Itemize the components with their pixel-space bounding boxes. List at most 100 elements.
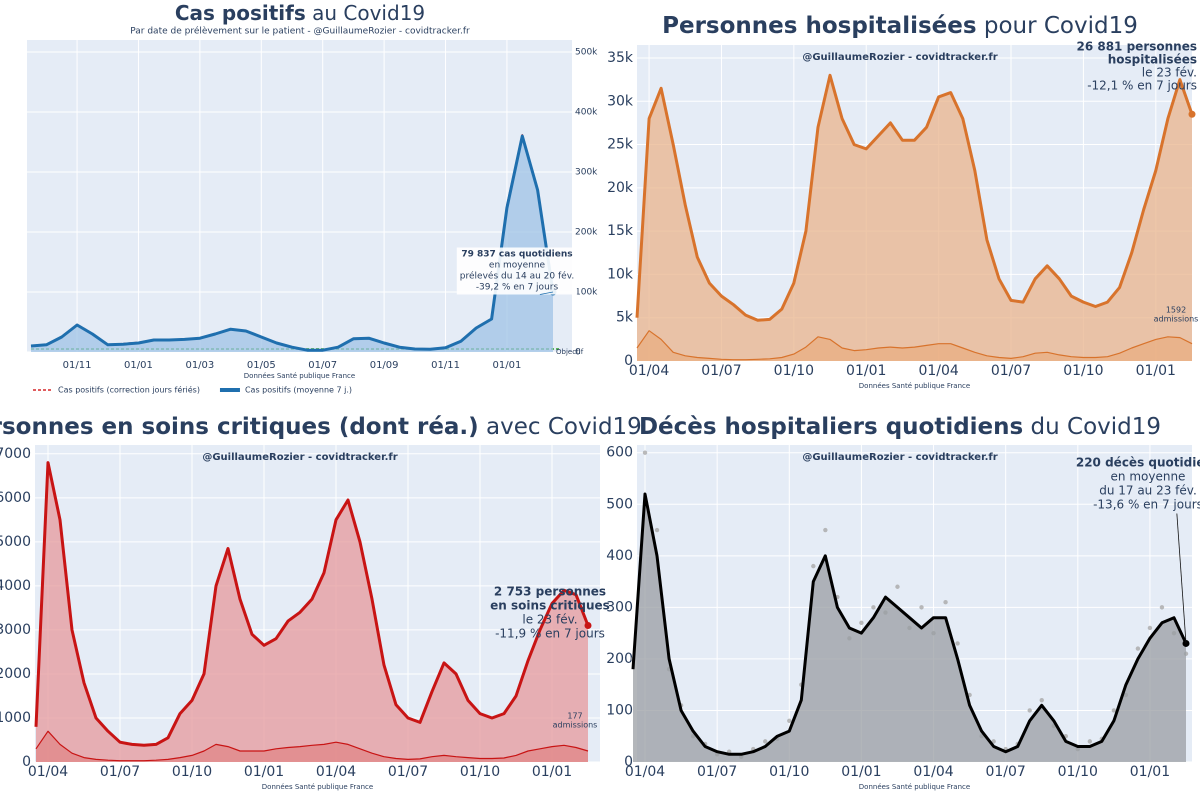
y-tick-label: 0 (624, 353, 633, 369)
series-line (635, 73, 1194, 322)
dot (642, 450, 648, 455)
title-normal: pour Covid19 (984, 13, 1138, 39)
small-annotation: 1592 (1166, 306, 1186, 315)
x-tick-label: 01/10 (172, 764, 212, 780)
y-tick-label: 1000 (0, 710, 31, 726)
title-bold: Décès hospitaliers quotidiens (639, 414, 1023, 440)
title-bold: Personnes en soins critiques (dont réa.) (0, 414, 479, 440)
title-normal: du Covid19 (1031, 414, 1162, 440)
dot (1111, 708, 1117, 713)
x-tick-label: 01/01 (1136, 363, 1176, 379)
dot (763, 739, 768, 744)
x-tick-label: 01/10 (460, 764, 500, 780)
y-tick-label: 500 (606, 496, 633, 512)
annotation-line: en moyenne (1111, 470, 1186, 484)
chart-panel: Personnes hospitalisées pour Covid19 0 5k 1… (607, 13, 1198, 391)
title-normal: avec Covid19 (486, 414, 642, 440)
legend-label: Cas positifs (moyenne 7 j.) (245, 386, 352, 395)
x-tick-label: 01/01 (244, 764, 284, 780)
area (31, 136, 553, 352)
annotation-line: le 23 fév. (522, 613, 577, 627)
y-tick-label: 300 (606, 599, 633, 615)
x-tick-label: 01/10 (1058, 764, 1098, 780)
dot (823, 527, 828, 533)
x-tick-label: 01/01 (841, 764, 881, 780)
y-tick-label: 0 (624, 754, 633, 770)
dot (811, 563, 816, 569)
y-tick-label: 100 (606, 702, 633, 718)
y-tick-label: 25k (607, 137, 634, 153)
annotation-line: -11,9 % en 7 jours (495, 627, 605, 641)
small-annotation: admissions (1154, 315, 1199, 324)
x-tick-label: 01/03 (185, 360, 214, 371)
x-tick-label: 01/04 (28, 764, 68, 780)
x-tick-label: 01/05 (247, 360, 276, 371)
chart-panel: Personnes en soins critiques (dont réa.)… (0, 414, 642, 792)
series-line (30, 134, 555, 352)
x-tick-label: 01/01 (493, 360, 522, 371)
subtitle: @GuillaumeRozier - covidtracker.fr (802, 452, 997, 463)
y-tick-label: 200 (606, 651, 633, 667)
x-tick-label: 01/04 (918, 363, 958, 379)
dot (1039, 697, 1044, 703)
annotation-line: du 17 au 23 fév. (1099, 484, 1197, 498)
series-line (636, 330, 1193, 361)
source: Données Santé publique France (262, 783, 373, 791)
dot (787, 718, 792, 723)
annotation-line: -39,2 % en 7 jours (476, 283, 559, 293)
x-tick-label: 01/01 (124, 360, 153, 371)
dot (895, 584, 900, 589)
dot (1135, 646, 1141, 651)
title-bold: Cas positifs (175, 1, 306, 25)
title-bold: Personnes hospitalisées (662, 13, 976, 39)
x-tick-label: 01/07 (100, 764, 140, 780)
y-tick-label: 600 (606, 445, 633, 461)
dot (1159, 605, 1165, 610)
y-tick-label: 30k (607, 93, 634, 109)
dot (1087, 739, 1093, 744)
chart-panel: Décès hospitaliers quotidiens du Covid19… (606, 414, 1200, 792)
x-tick-label: 01/07 (697, 764, 737, 780)
annotation-line: 79 837 cas quotidiens (461, 250, 572, 260)
dot (1147, 625, 1153, 631)
annotation-line: -12,1 % en 7 jours (1087, 79, 1197, 93)
y-tick-label: 0 (22, 754, 31, 770)
chart-title: Personnes en soins critiques (dont réa.)… (0, 414, 642, 440)
annotation-arrow (1176, 513, 1187, 644)
dot (955, 641, 960, 646)
annotation-box (456, 247, 578, 295)
y-tick-label: 400 (606, 548, 633, 564)
chart-title: Cas positifs au Covid19 (175, 1, 425, 25)
x-tick-label: 01/01 (532, 764, 572, 780)
y-tick-label: 0 (575, 348, 581, 358)
annotation-line: 2 753 personnes (494, 585, 606, 599)
end-marker (584, 622, 592, 630)
x-tick-label: 01/07 (388, 764, 428, 780)
y-tick-label: 200k (575, 228, 598, 238)
y-tick-label: 35k (607, 50, 634, 66)
area (36, 731, 588, 762)
objective-label: Objectif (556, 348, 584, 356)
area (637, 75, 1192, 362)
x-tick-label: 01/09 (370, 360, 399, 371)
y-tick-label: 20k (607, 180, 634, 196)
y-tick-label: 400k (575, 108, 598, 118)
y-tick-label: 7000 (0, 446, 31, 462)
source: Données Santé publique France (859, 783, 970, 791)
subtitle: Par date de prélèvement sur le patient -… (130, 26, 470, 37)
x-tick-label: 01/10 (1063, 363, 1103, 379)
x-tick-label: 01/01 (1130, 764, 1170, 780)
dot (943, 600, 948, 605)
area (637, 330, 1192, 361)
area (633, 494, 1186, 762)
chart-title: Décès hospitaliers quotidiens du Covid19 (639, 414, 1161, 440)
x-tick-label: 01/04 (629, 363, 669, 379)
area (36, 462, 588, 762)
dot (1027, 708, 1032, 713)
